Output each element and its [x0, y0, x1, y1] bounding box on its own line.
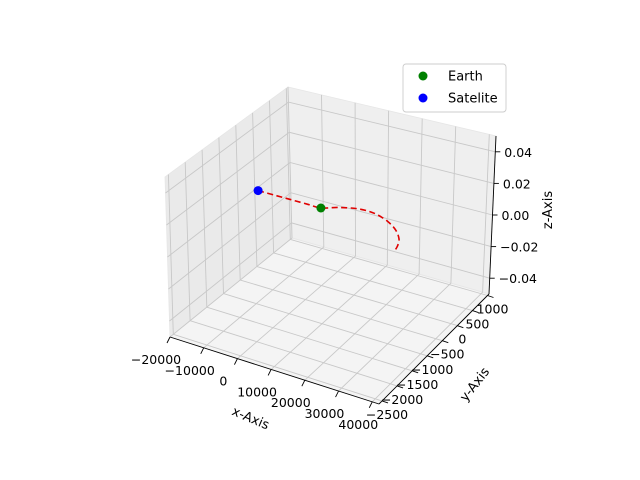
y-grid-line — [269, 100, 473, 312]
legend-label-satelite: Satelite — [448, 92, 498, 107]
y-grid-line — [184, 162, 398, 387]
x-grid-line — [169, 86, 293, 338]
y-tick-label: 0 — [458, 332, 466, 347]
x-grid-line — [237, 102, 356, 359]
y-tick-mark — [472, 310, 479, 314]
y-grid-line — [167, 174, 383, 402]
x-tick-mark — [301, 380, 306, 387]
z-grid-line — [166, 131, 495, 226]
trajectory-line — [257, 189, 400, 252]
grid-lines — [165, 86, 496, 403]
x-tick-mark — [166, 336, 171, 344]
legend-box — [402, 63, 507, 113]
y-tick-mark — [396, 385, 404, 389]
x-axis-line — [169, 336, 380, 405]
y-tick-mark — [381, 400, 389, 404]
x-tick-mark — [368, 401, 373, 409]
x-grid-line — [203, 94, 325, 349]
y-tick-label: −1000 — [411, 362, 453, 377]
y-grid-line — [201, 149, 413, 372]
z-tick-label: −0.02 — [500, 240, 538, 255]
x-tick-label: 30000 — [305, 406, 345, 421]
x-tick-label: 40000 — [338, 417, 378, 432]
x-tick-label: −10000 — [165, 363, 215, 378]
x-tick-mark — [200, 347, 205, 355]
y-tick-label: −2500 — [366, 407, 408, 422]
y-tick-mark — [442, 340, 449, 344]
x-tick-mark — [267, 369, 272, 376]
x-grid-line — [304, 118, 423, 381]
legend-label-earth: Earth — [448, 70, 483, 85]
y-tick-label: −500 — [430, 347, 464, 362]
y-tick-label: −1500 — [396, 377, 438, 392]
z-tick-label: 0.00 — [502, 208, 530, 223]
legend: Earth Satelite — [402, 63, 507, 113]
y-tick-label: −2000 — [381, 392, 423, 407]
legend-marker-satelite — [418, 93, 428, 103]
z-grid-line — [167, 162, 493, 258]
tick-labels: −20000−10000010000200003000040000−2500−2… — [131, 145, 539, 432]
y-tick-mark — [457, 325, 464, 329]
z-tick-label: 0.04 — [504, 145, 532, 160]
z-tick-label: −0.04 — [499, 271, 537, 286]
x-grid-line — [338, 126, 457, 392]
y-tick-mark — [487, 295, 494, 298]
legend-marker-earth — [418, 71, 428, 81]
y-grid-line — [252, 112, 458, 327]
earth-marker — [316, 203, 326, 213]
x-grid-line — [270, 110, 390, 370]
y-tick-mark — [427, 355, 434, 359]
x-tick-label: 10000 — [237, 384, 277, 399]
z-tick-label: 0.02 — [503, 176, 531, 191]
z-grid-line — [168, 192, 492, 290]
y-tick-label: 500 — [465, 317, 489, 332]
y-tick-label: 1000 — [477, 302, 509, 317]
x-tick-label: −20000 — [131, 352, 181, 367]
x-grid-line — [371, 134, 490, 403]
z-axis-label: z-Axis — [541, 191, 556, 229]
tick-marks — [166, 151, 501, 409]
x-tick-mark — [234, 358, 238, 365]
x-tick-label: 20000 — [271, 395, 311, 410]
y-tick-mark — [412, 370, 419, 374]
x-tick-mark — [335, 390, 339, 398]
plot-series — [253, 186, 400, 252]
z-grid-line — [169, 222, 490, 322]
y-grid-line — [235, 125, 443, 342]
satelite-marker — [253, 186, 263, 196]
z-grid-line — [165, 101, 496, 194]
y-grid-line — [285, 88, 488, 296]
y-grid-line — [218, 137, 428, 357]
x-tick-label: 0 — [219, 374, 227, 389]
